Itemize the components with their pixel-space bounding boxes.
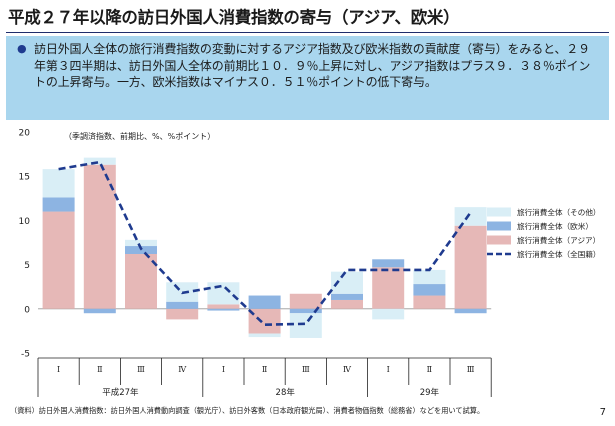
bar-segment-west <box>331 293 363 300</box>
bar-segment-west <box>207 308 240 311</box>
bar-segment-other <box>413 269 446 285</box>
summary-box: ● 訪日外国人全体の旅行消費指数の変動に対するアジア指数及び欧米指数の貢献度（寄… <box>6 36 609 120</box>
y-tick-label: 10 <box>19 217 31 227</box>
bar-segment-asia <box>289 293 322 309</box>
y-tick-label: 20 <box>19 129 31 139</box>
y-tick-label: 5 <box>24 261 30 271</box>
year-group-label: 28年 <box>276 387 296 398</box>
title-underline <box>6 32 609 33</box>
bar-segment-other <box>83 157 116 165</box>
bar-segment-other <box>125 239 157 247</box>
bar-segment-asia <box>166 308 199 320</box>
category-label: Ⅰ <box>222 365 225 374</box>
total-line <box>58 160 472 327</box>
category-label: Ⅳ <box>343 365 352 374</box>
bar-segment-other <box>42 169 75 198</box>
bar-segment-asia <box>372 267 405 309</box>
bar-segment-asia <box>125 253 157 309</box>
source-note: （資料）訪日外国人消費指数：訪日外国人消費動向調査（観光庁）、訪日外客数（日本政… <box>10 406 485 415</box>
bar-segment-asia <box>207 304 240 309</box>
category-label: Ⅲ <box>302 365 310 374</box>
bullet-icon: ● <box>17 42 27 55</box>
year-group-label: 平成27年 <box>102 387 139 398</box>
bar-segment-asia <box>331 299 363 309</box>
year-group-label: 29年 <box>420 387 440 398</box>
y-tick-label: 0 <box>24 305 30 315</box>
bar-segment-west <box>289 308 322 314</box>
legend-swatch-asia <box>487 235 511 245</box>
category-label: Ⅰ <box>57 365 60 374</box>
bar-segment-asia <box>42 211 75 309</box>
category-label: Ⅱ <box>427 365 432 374</box>
bar-segment-west <box>166 301 199 309</box>
bar-segment-west <box>83 308 116 314</box>
y-tick-label: 15 <box>19 173 30 183</box>
summary-text: 訪日外国人全体の旅行消費指数の変動に対するアジア指数及び欧米指数の貢献度（寄与）… <box>34 42 591 90</box>
bar-segment-other <box>331 271 363 294</box>
bar-segment-asia <box>413 295 446 309</box>
bar-segment-asia <box>83 164 116 309</box>
y-tick-label: -5 <box>21 350 30 360</box>
legend-label-west: 旅行消費全体（欧米） <box>517 221 593 231</box>
legend-label-asia: 旅行消費全体（アジア） <box>517 235 600 245</box>
category-label: Ⅰ <box>387 365 390 374</box>
category-label: Ⅲ <box>137 365 145 374</box>
bar-segment-other <box>372 308 405 320</box>
contribution-chart: -5 0 5 10 15 20 （季調済指数、前期比、%、%ポイント） Ⅰ Ⅱ Ⅲ Ⅳ Ⅰ Ⅱ Ⅲ Ⅳ Ⅰ Ⅱ Ⅲ… <box>19 129 601 399</box>
legend-label-total: 旅行消費全体（全国籍） <box>517 249 601 259</box>
bar-segment-other <box>289 313 322 338</box>
bar-segment-other <box>207 282 240 305</box>
unit-note: （季調済指数、前期比、%、%ポイント） <box>64 131 215 141</box>
legend-swatch-other <box>487 207 511 217</box>
category-label: Ⅳ <box>178 365 187 374</box>
page-number: 7 <box>599 407 606 418</box>
bar-segment-other <box>248 333 281 338</box>
category-label: Ⅲ <box>467 365 475 374</box>
legend-swatch-west <box>487 221 511 231</box>
bar-segment-west <box>248 295 281 309</box>
legend-label-other: 旅行消費全体（その他） <box>517 207 601 217</box>
page-title: 平成２７年以降の訪日外国人消費指数の寄与（アジア、欧米） <box>8 8 460 27</box>
category-label: Ⅱ <box>97 365 102 374</box>
bar-segment-west <box>42 197 75 212</box>
bar-segment-west <box>372 259 405 268</box>
bar-segment-west <box>413 284 446 296</box>
bar-segment-asia <box>454 225 487 309</box>
category-label: Ⅱ <box>262 365 267 374</box>
bar-segment-other <box>454 207 487 226</box>
bar-segment-west <box>454 308 487 314</box>
